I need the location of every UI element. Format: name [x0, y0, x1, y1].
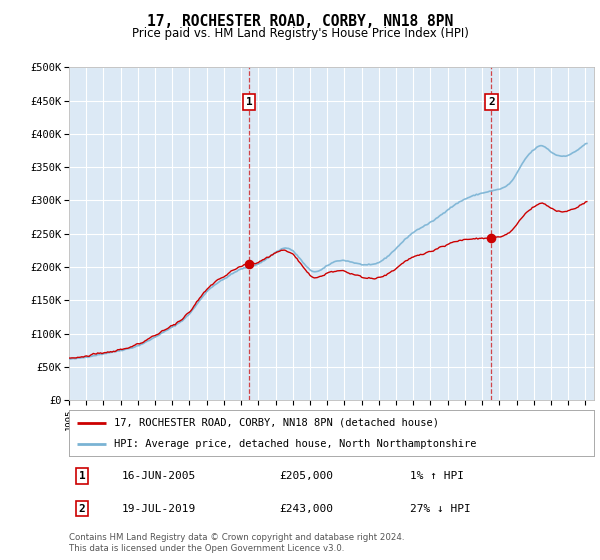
Text: 1% ↑ HPI: 1% ↑ HPI: [410, 471, 464, 481]
Text: HPI: Average price, detached house, North Northamptonshire: HPI: Average price, detached house, Nort…: [113, 439, 476, 449]
Point: [487, 234, 496, 243]
Text: 1: 1: [79, 471, 86, 481]
Text: Contains HM Land Registry data © Crown copyright and database right 2024.
This d: Contains HM Land Registry data © Crown c…: [69, 533, 404, 553]
Text: £243,000: £243,000: [279, 503, 333, 514]
Point: [244, 259, 254, 268]
Text: 1: 1: [245, 97, 253, 107]
Text: 27% ↓ HPI: 27% ↓ HPI: [410, 503, 471, 514]
Text: £205,000: £205,000: [279, 471, 333, 481]
Text: 17, ROCHESTER ROAD, CORBY, NN18 8PN: 17, ROCHESTER ROAD, CORBY, NN18 8PN: [147, 14, 453, 29]
Text: Price paid vs. HM Land Registry's House Price Index (HPI): Price paid vs. HM Land Registry's House …: [131, 27, 469, 40]
Text: 16-JUN-2005: 16-JUN-2005: [121, 471, 196, 481]
Text: 2: 2: [488, 97, 495, 107]
Text: 17, ROCHESTER ROAD, CORBY, NN18 8PN (detached house): 17, ROCHESTER ROAD, CORBY, NN18 8PN (det…: [113, 418, 439, 428]
Text: 19-JUL-2019: 19-JUL-2019: [121, 503, 196, 514]
Text: 2: 2: [79, 503, 86, 514]
